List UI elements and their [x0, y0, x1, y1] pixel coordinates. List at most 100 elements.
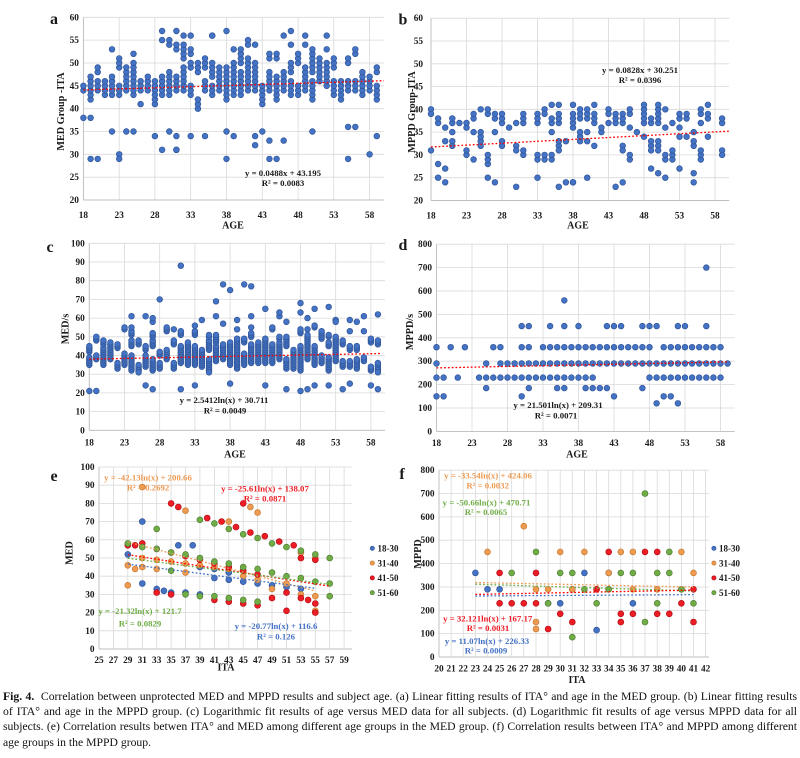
svg-text:29: 29	[123, 656, 133, 666]
svg-text:y = -42.13ln(x) + 200.66: y = -42.13ln(x) + 200.66	[104, 473, 192, 483]
svg-text:48: 48	[293, 211, 303, 221]
svg-text:100: 100	[81, 463, 95, 473]
svg-text:300: 300	[418, 357, 432, 367]
svg-text:y = 32.121ln(x) + 167.17: y = 32.121ln(x) + 167.17	[443, 614, 533, 624]
svg-text:49: 49	[267, 656, 277, 666]
svg-text:10: 10	[85, 627, 95, 637]
svg-text:80: 80	[76, 277, 86, 287]
svg-text:53: 53	[675, 212, 685, 222]
svg-text:AGE: AGE	[567, 221, 589, 232]
svg-text:58: 58	[365, 211, 375, 221]
svg-text:41-50: 41-50	[719, 573, 740, 583]
svg-text:57: 57	[325, 656, 335, 666]
svg-text:60: 60	[70, 13, 80, 23]
svg-text:40: 40	[414, 105, 424, 115]
svg-text:a: a	[50, 11, 58, 28]
svg-text:33: 33	[186, 211, 196, 221]
svg-text:ITA: ITA	[568, 675, 586, 686]
svg-text:28: 28	[497, 212, 507, 222]
svg-text:28: 28	[155, 438, 165, 448]
svg-text:60: 60	[76, 314, 86, 324]
svg-text:100: 100	[421, 630, 435, 640]
svg-text:20: 20	[434, 664, 444, 674]
svg-text:25: 25	[495, 664, 505, 674]
svg-text:45: 45	[414, 83, 424, 93]
svg-text:38: 38	[568, 212, 578, 222]
svg-text:22: 22	[459, 664, 469, 674]
svg-text:23: 23	[467, 439, 477, 449]
svg-text:29: 29	[543, 664, 553, 674]
svg-text:53: 53	[331, 438, 341, 448]
svg-text:25: 25	[70, 173, 80, 183]
svg-text:40: 40	[85, 572, 95, 582]
svg-text:38: 38	[222, 211, 232, 221]
svg-text:35: 35	[616, 664, 626, 674]
svg-text:70: 70	[76, 295, 86, 305]
svg-text:43: 43	[609, 439, 619, 449]
svg-text:c: c	[46, 239, 53, 256]
svg-text:35: 35	[414, 128, 424, 138]
svg-text:30: 30	[85, 590, 95, 600]
svg-text:y = -33.54ln(x) + 424.06: y = -33.54ln(x) + 424.06	[444, 471, 532, 481]
svg-text:R² = 0.0071: R² = 0.0071	[535, 411, 578, 421]
svg-text:43: 43	[604, 212, 614, 222]
svg-text:31-40: 31-40	[378, 558, 399, 568]
svg-text:20: 20	[70, 196, 80, 206]
svg-text:R² = 0.0396: R² = 0.0396	[619, 75, 662, 85]
svg-text:58: 58	[366, 438, 376, 448]
svg-text:600: 600	[418, 287, 432, 297]
svg-text:39: 39	[665, 664, 675, 674]
svg-text:y = -50.66ln(x) + 470.71: y = -50.66ln(x) + 470.71	[443, 498, 531, 508]
svg-text:23: 23	[471, 664, 481, 674]
svg-text:MPPD: MPPD	[413, 539, 424, 568]
svg-text:38: 38	[574, 439, 584, 449]
svg-text:18: 18	[432, 439, 442, 449]
svg-text:500: 500	[421, 536, 435, 546]
svg-text:33: 33	[538, 439, 548, 449]
svg-text:R² = 0.2692: R² = 0.2692	[127, 483, 170, 493]
svg-text:800: 800	[421, 466, 435, 476]
svg-text:28: 28	[531, 664, 541, 674]
svg-text:MED Group -ITA: MED Group -ITA	[56, 72, 67, 151]
svg-text:31: 31	[138, 656, 148, 666]
svg-text:18: 18	[426, 212, 436, 222]
svg-text:10: 10	[76, 408, 86, 418]
svg-text:47: 47	[253, 656, 263, 666]
svg-text:33: 33	[592, 664, 602, 674]
svg-text:45: 45	[239, 656, 249, 666]
svg-text:18-30: 18-30	[719, 544, 740, 554]
svg-text:y = 21.501ln(x) + 209.31: y = 21.501ln(x) + 209.31	[513, 400, 602, 410]
svg-text:y = -25.61ln(x) + 138.07: y = -25.61ln(x) + 138.07	[221, 484, 309, 494]
svg-text:41: 41	[210, 656, 220, 666]
svg-text:35: 35	[166, 656, 176, 666]
svg-text:y = 0.0828x + 30.251: y = 0.0828x + 30.251	[602, 65, 678, 75]
svg-text:30: 30	[414, 151, 424, 161]
svg-text:y = 11.07ln(x) + 226.33: y = 11.07ln(x) + 226.33	[445, 636, 530, 646]
svg-text:35: 35	[70, 128, 80, 138]
svg-text:33: 33	[190, 438, 200, 448]
svg-text:R² = 0.0031: R² = 0.0031	[467, 623, 510, 633]
svg-text:60: 60	[85, 536, 95, 546]
svg-text:y = -21.32ln(x) + 121.7: y = -21.32ln(x) + 121.7	[98, 606, 182, 616]
svg-text:53: 53	[680, 439, 690, 449]
svg-text:50: 50	[76, 333, 86, 343]
svg-text:40: 40	[70, 105, 80, 115]
svg-text:27: 27	[109, 656, 119, 666]
svg-text:27: 27	[519, 664, 529, 674]
svg-text:AGE: AGE	[222, 221, 244, 232]
svg-text:25: 25	[414, 174, 424, 184]
svg-text:39: 39	[195, 656, 205, 666]
svg-text:23: 23	[115, 211, 125, 221]
svg-text:0: 0	[427, 427, 432, 437]
svg-text:70: 70	[85, 518, 95, 528]
svg-text:MED/s: MED/s	[61, 314, 72, 345]
svg-text:400: 400	[421, 560, 435, 570]
svg-text:55: 55	[70, 36, 80, 46]
svg-text:30: 30	[76, 370, 86, 380]
svg-text:42: 42	[701, 664, 711, 674]
svg-text:800: 800	[418, 240, 432, 250]
svg-text:43: 43	[258, 211, 268, 221]
svg-text:600: 600	[421, 513, 435, 523]
svg-text:0: 0	[430, 653, 435, 663]
svg-text:MPPD Group-ITA: MPPD Group-ITA	[407, 71, 418, 153]
